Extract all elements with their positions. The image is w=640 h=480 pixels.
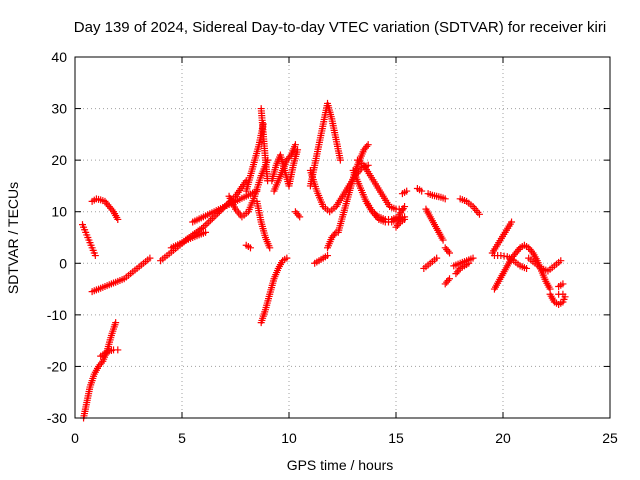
series-arc10 [242, 120, 267, 195]
data-point [296, 213, 304, 221]
series-arc17 [291, 208, 304, 221]
data-point [433, 254, 441, 262]
data-point [444, 276, 452, 284]
data-point [455, 266, 463, 274]
data-point [515, 246, 523, 254]
series-arc28 [413, 185, 426, 195]
series-arc18 [311, 252, 332, 267]
x-tick-label: 20 [495, 430, 511, 446]
series-arc31 [420, 254, 441, 272]
data-point [559, 280, 567, 288]
data-point [246, 244, 254, 252]
series-arc25 [362, 197, 409, 223]
data-point [418, 187, 426, 195]
data-point [469, 254, 477, 262]
data-point [331, 230, 339, 238]
series-arc15 [268, 146, 302, 190]
x-tick-label: 0 [71, 430, 79, 446]
y-tick-label: -30 [47, 410, 67, 426]
data-point [446, 249, 453, 257]
chart-title: Day 139 of 2024, Sidereal Day-to-day VTE… [74, 19, 606, 36]
data-point [294, 211, 302, 219]
data-point [324, 252, 332, 260]
y-tick-label: 30 [51, 101, 67, 117]
data-point [202, 228, 210, 236]
data-point [266, 244, 274, 252]
x-axis-title: GPS time / hours [287, 457, 394, 473]
series-arc19 [324, 228, 340, 252]
points-layer [78, 99, 569, 422]
data-point [523, 264, 531, 272]
series-arc40 [516, 241, 554, 293]
data-point [283, 254, 291, 262]
series-arc3 [97, 346, 122, 360]
data-point [363, 142, 371, 150]
ticks-layer: 0 5 10 15 20 25 -30 -20 -10 0 10 20 30 40 [47, 49, 618, 446]
data-point [112, 319, 120, 327]
series-arc13 [242, 241, 254, 252]
plot-frame [74, 56, 611, 419]
data-point [291, 141, 299, 149]
series-arc26 [392, 215, 409, 231]
data-point [364, 141, 372, 149]
y-tick-label: -10 [47, 307, 67, 323]
data-point [441, 195, 449, 203]
data-point [555, 290, 563, 298]
data-point [114, 215, 122, 223]
y-tick-label: 0 [59, 255, 67, 271]
series-arc27 [398, 187, 411, 198]
series-arc16 [270, 141, 299, 195]
series-arc1 [78, 221, 99, 260]
series-arc24 [353, 156, 406, 213]
data-point [528, 247, 536, 255]
series-arc39 [490, 244, 524, 293]
x-tick-label: 15 [388, 430, 404, 446]
series-arc30 [422, 205, 447, 244]
y-tick-label: 20 [51, 152, 67, 168]
data-point [401, 203, 409, 211]
series-arc11 [257, 105, 272, 185]
series-arc4 [88, 195, 122, 223]
series-arc36 [452, 259, 473, 278]
data-point [294, 146, 302, 154]
data-point [336, 156, 344, 164]
data-point [439, 236, 447, 244]
x-tick-label: 10 [281, 430, 297, 446]
y-tick-label: 10 [51, 204, 67, 220]
data-point [465, 259, 473, 267]
x-tick-label: 5 [178, 430, 186, 446]
series-arc42 [546, 290, 569, 309]
data-point [395, 220, 403, 228]
data-point [286, 153, 294, 161]
data-point [557, 257, 565, 265]
data-point [114, 346, 122, 354]
series-arc5 [88, 254, 154, 296]
data-point [108, 206, 116, 214]
series-arc32 [441, 244, 453, 257]
series-arc14 [257, 254, 291, 327]
y-tick-label: 40 [51, 49, 67, 65]
series-arc43 [555, 280, 567, 290]
series-arc41 [525, 254, 565, 275]
data-point [508, 218, 516, 226]
data-point [403, 187, 411, 195]
series-arc12 [253, 197, 274, 252]
data-point [401, 215, 409, 223]
series-arc34 [456, 195, 483, 218]
x-tick-label: 25 [602, 430, 618, 446]
data-point [91, 252, 99, 260]
series-arc38 [490, 252, 531, 272]
series-arc29 [424, 190, 449, 203]
data-point [97, 359, 105, 367]
data-point [444, 247, 452, 255]
data-point [446, 275, 453, 283]
series-arc33 [441, 275, 453, 288]
data-point [146, 254, 154, 262]
y-axis-title: SDTVAR / TECUs [5, 182, 21, 294]
data-point [475, 210, 483, 218]
y-tick-label: -20 [47, 358, 67, 374]
